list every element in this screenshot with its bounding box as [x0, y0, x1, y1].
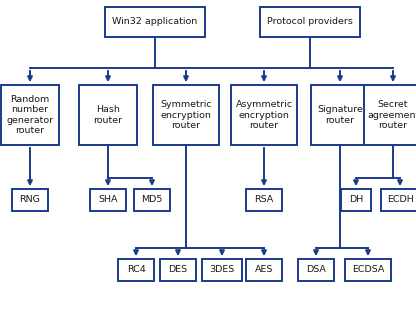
Text: Win32 application: Win32 application	[112, 17, 198, 26]
Text: Secret
agreement
router: Secret agreement router	[367, 100, 416, 130]
Text: AES: AES	[255, 266, 273, 275]
FancyBboxPatch shape	[260, 7, 360, 37]
FancyBboxPatch shape	[311, 85, 369, 145]
FancyBboxPatch shape	[118, 259, 154, 281]
FancyBboxPatch shape	[246, 189, 282, 211]
FancyBboxPatch shape	[345, 259, 391, 281]
Text: DH: DH	[349, 196, 363, 205]
Text: Asymmetric
encryption
router: Asymmetric encryption router	[235, 100, 292, 130]
FancyBboxPatch shape	[202, 259, 242, 281]
Text: RNG: RNG	[20, 196, 40, 205]
Text: DES: DES	[168, 266, 188, 275]
FancyBboxPatch shape	[105, 7, 205, 37]
Text: MD5: MD5	[141, 196, 163, 205]
Text: 3DES: 3DES	[209, 266, 235, 275]
Text: RC4: RC4	[126, 266, 145, 275]
FancyBboxPatch shape	[160, 259, 196, 281]
FancyBboxPatch shape	[381, 189, 416, 211]
FancyBboxPatch shape	[364, 85, 416, 145]
Text: ECDSA: ECDSA	[352, 266, 384, 275]
FancyBboxPatch shape	[134, 189, 170, 211]
Text: ECDH: ECDH	[386, 196, 414, 205]
Text: Random
number
generator
router: Random number generator router	[6, 95, 54, 135]
FancyBboxPatch shape	[298, 259, 334, 281]
FancyBboxPatch shape	[90, 189, 126, 211]
Text: DSA: DSA	[306, 266, 326, 275]
FancyBboxPatch shape	[341, 189, 371, 211]
Text: Signature
router: Signature router	[317, 105, 363, 125]
FancyBboxPatch shape	[246, 259, 282, 281]
Text: SHA: SHA	[98, 196, 118, 205]
Text: Symmetric
encryption
router: Symmetric encryption router	[160, 100, 212, 130]
Text: Protocol providers: Protocol providers	[267, 17, 353, 26]
FancyBboxPatch shape	[153, 85, 219, 145]
FancyBboxPatch shape	[231, 85, 297, 145]
Text: Hash
router: Hash router	[94, 105, 123, 125]
FancyBboxPatch shape	[12, 189, 48, 211]
FancyBboxPatch shape	[79, 85, 137, 145]
FancyBboxPatch shape	[1, 85, 59, 145]
Text: RSA: RSA	[254, 196, 274, 205]
